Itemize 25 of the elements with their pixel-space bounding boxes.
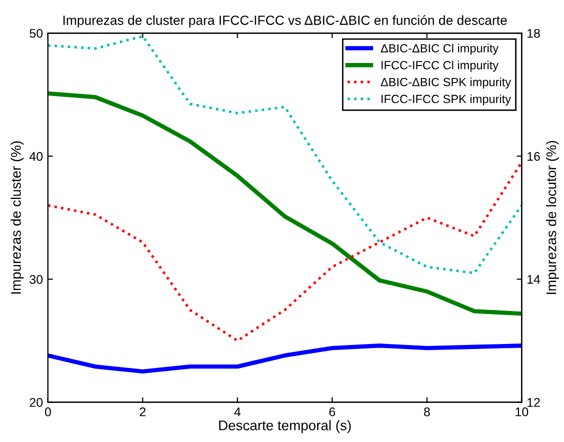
line-series — [48, 91, 522, 316]
x-tick-label: 8 — [424, 407, 430, 416]
y2-axis-title: Impurezas de locutor (%) — [546, 140, 559, 294]
y-tick-label: 50 — [30, 28, 43, 38]
y-axis-title: Impurezas de cluster (%) — [10, 141, 24, 294]
y2-tick-label: 12 — [528, 398, 540, 407]
x-tick-label: 0 — [44, 407, 51, 416]
x-tick-label: 4 — [234, 408, 241, 416]
x-axis-title: Descarte temporal (s) — [219, 420, 351, 434]
y-tick-label: 20 — [30, 398, 43, 407]
y-tick-label: 40 — [29, 152, 43, 161]
legend-label: ΔBIC-ΔBIC Cl impurity — [380, 44, 499, 55]
x-tick-label: 6 — [329, 407, 336, 416]
chart-title: Impurezas de cluster para IFCC-IFCC vs ΔBIC-ΔBIC en función de descarte — [63, 15, 507, 28]
y2-tick-label: 16 — [528, 152, 540, 161]
legend-label: IFCC-IFCC SPK impurity — [382, 94, 512, 106]
y-tick-label: 30 — [30, 274, 43, 284]
line-series — [48, 161, 522, 342]
line-series — [48, 344, 522, 374]
x-tick-label: 2 — [140, 407, 146, 416]
legend-label: IFCC-IFCC Cl impurity — [382, 60, 499, 72]
x-tick-label: 10 — [516, 407, 528, 416]
legend-label: ΔBIC-ΔBIC SPK impurity — [380, 78, 512, 89]
y2-tick-label: 14 — [528, 275, 540, 284]
y2-tick-label: 18 — [528, 28, 540, 38]
